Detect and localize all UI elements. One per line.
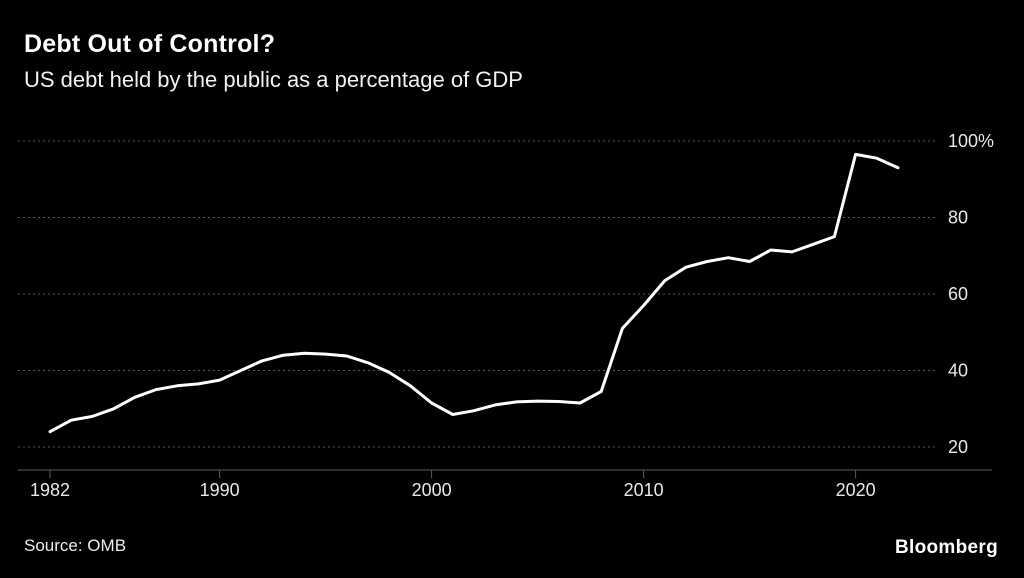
- y-tick-label: 20: [948, 437, 968, 457]
- y-tick-label: 40: [948, 361, 968, 381]
- source-text: Source: OMB: [24, 536, 127, 555]
- y-tick-label: 80: [948, 208, 968, 228]
- x-tick-label: 2000: [412, 480, 452, 500]
- x-tick-label: 2020: [836, 480, 876, 500]
- chart-title: Debt Out of Control?: [24, 30, 276, 58]
- debt-series-line: [48, 152, 900, 434]
- y-tick-label: 60: [948, 284, 968, 304]
- y-tick-label: 100%: [948, 131, 994, 151]
- chart-subtitle: US debt held by the public as a percenta…: [24, 67, 523, 92]
- debt-line-chart: 100% 80 60 40 20 1982 1990 2000 2010 2020: [18, 131, 994, 500]
- bloomberg-logo: Bloomberg: [895, 537, 998, 558]
- x-tick-label: 1990: [200, 480, 240, 500]
- x-tick-label: 2010: [624, 480, 664, 500]
- x-tick-label: 1982: [30, 480, 70, 500]
